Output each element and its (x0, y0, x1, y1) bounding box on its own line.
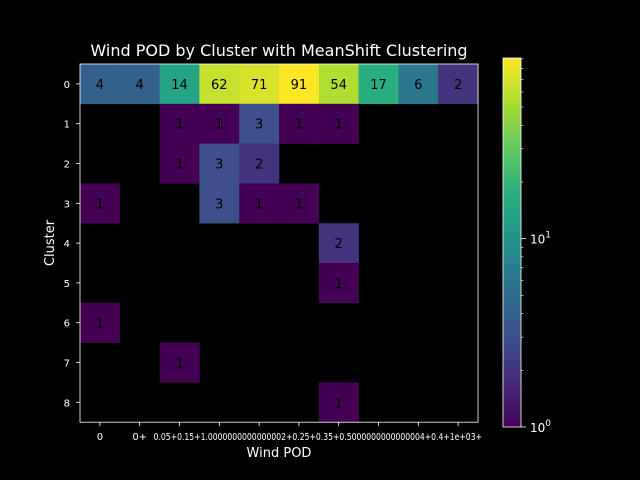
x-axis-label: Wind POD (247, 446, 312, 461)
heatmap-cell (318, 382, 359, 423)
heatmap-cell (199, 143, 240, 184)
heatmap-cell (159, 103, 200, 144)
y-tick-label: 5 (64, 279, 70, 290)
heatmap-cell (398, 64, 439, 105)
heatmap-cell (199, 103, 240, 144)
y-tick-label: 3 (64, 199, 70, 210)
cell-value: 3 (215, 197, 223, 212)
cell-value: 1 (96, 197, 104, 212)
heatmap-cell (239, 64, 280, 105)
cell-value: 3 (215, 158, 223, 173)
x-tick-label-overlapped: 0.05+0.15+1.0000000000000002+0.25+0.35+0… (154, 432, 482, 443)
cell-value: 1 (175, 118, 183, 133)
cell-value: 1 (255, 197, 263, 212)
cell-value: 14 (171, 78, 188, 93)
axes: 0 1 2 3 4 5 6 7 8 0 0+ 0.05+0.15+1.0000000000000002… (64, 63, 482, 443)
heatmap-cell (80, 64, 121, 105)
colorbar: 100 101 (502, 57, 551, 435)
heatmap-cells (80, 64, 479, 423)
y-tick-label: 8 (64, 398, 70, 409)
colorbar-gradient (502, 57, 522, 428)
heatmap-cell (279, 64, 320, 105)
y-axis-label: Cluster (43, 219, 58, 266)
heatmap-cell (318, 263, 359, 304)
cell-value: 1 (335, 118, 343, 133)
colorbar-tick-label: 101 (530, 231, 551, 247)
heatmap-cell (159, 64, 200, 105)
cell-value: 1 (175, 357, 183, 372)
heatmap-cell (279, 183, 320, 224)
heatmap-cell (199, 183, 240, 224)
heatmap-cell (318, 223, 359, 264)
cell-value: 4 (96, 78, 104, 93)
cell-value: 2 (255, 158, 263, 173)
x-tick-label: 0 (97, 432, 103, 443)
cell-value: 2 (335, 237, 343, 252)
cell-value: 1 (96, 317, 104, 332)
cell-value: 1 (215, 118, 223, 133)
y-tick-label: 4 (64, 239, 70, 250)
cell-value: 1 (175, 158, 183, 173)
y-tick-label: 7 (64, 359, 70, 370)
heatmap-cell (80, 183, 121, 224)
cell-value: 62 (211, 78, 228, 93)
cell-value: 3 (255, 118, 263, 133)
x-tick-label: 0+ (132, 432, 147, 443)
colorbar-tick-label: 100 (530, 419, 551, 435)
y-tick-label: 1 (64, 120, 70, 131)
cell-value: 1 (295, 197, 303, 212)
cell-value: 1 (295, 118, 303, 133)
heatmap-cell (80, 302, 121, 343)
cell-value: 91 (291, 78, 308, 93)
heatmap-cell (279, 103, 320, 144)
heatmap-cell (159, 342, 200, 383)
cell-value: 17 (370, 78, 387, 93)
cell-value: 71 (251, 78, 268, 93)
y-tick-label: 0 (64, 80, 70, 91)
heatmap-cell (119, 64, 160, 105)
cell-value: 54 (330, 78, 347, 93)
heatmap-cell (358, 64, 399, 105)
heatmap-cell (318, 103, 359, 144)
heatmap-cell (159, 143, 200, 184)
heatmap-cell (239, 183, 280, 224)
colorbar-ticks: 100 101 (521, 58, 551, 435)
y-tick-label: 6 (64, 319, 70, 330)
cell-value: 1 (335, 396, 343, 411)
heatmap-cell (239, 143, 280, 184)
chart-title: Wind POD by Cluster with MeanShift Clust… (90, 41, 467, 60)
heatmap-cell (318, 64, 359, 105)
heatmap-cell (199, 64, 240, 105)
heatmap-cell (239, 103, 280, 144)
cell-value: 6 (414, 78, 422, 93)
cell-value: 2 (454, 78, 462, 93)
cell-value: 1 (335, 277, 343, 292)
cell-value: 4 (136, 78, 144, 93)
heatmap-cell (438, 64, 479, 105)
y-tick-label: 2 (64, 160, 70, 171)
